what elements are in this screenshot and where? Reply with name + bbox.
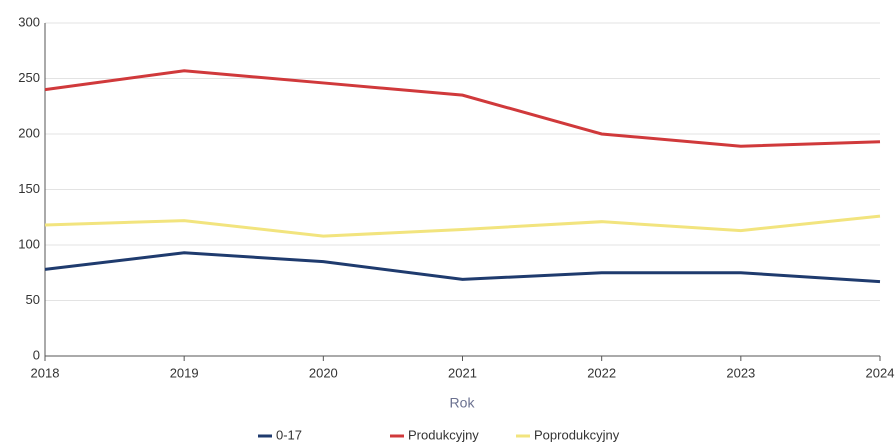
series-line [44,69,881,148]
y-tick-label: 300 [18,14,40,29]
y-tick-label: 250 [18,70,40,85]
series-line [44,214,881,238]
y-tick-label: 150 [18,181,40,196]
x-tick-label: 2021 [448,365,477,380]
x-tick-label: 2023 [726,365,755,380]
x-tick-label: 2019 [170,365,199,380]
series-line [44,251,881,284]
legend-label: Poprodukcyjny [534,427,620,442]
legend-label: Produkcyjny [408,427,479,442]
x-tick-label: 2024 [866,365,895,380]
x-tick-label: 2020 [309,365,338,380]
x-axis-label: Rok [450,395,476,411]
y-tick-label: 200 [18,125,40,140]
x-tick-label: 2018 [31,365,60,380]
y-tick-label: 100 [18,236,40,251]
x-tick-label: 2022 [587,365,616,380]
y-tick-label: 0 [33,347,40,362]
legend-label: 0-17 [276,427,302,442]
y-tick-label: 50 [26,292,40,307]
